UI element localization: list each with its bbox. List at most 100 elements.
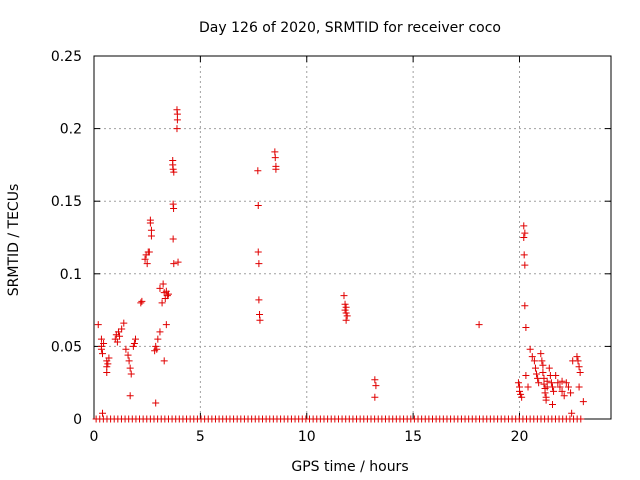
data-point — [535, 379, 543, 387]
data-point — [520, 251, 528, 259]
y-tick-label: 0.1 — [60, 267, 82, 283]
data-point — [173, 125, 181, 133]
y-tick-label: 0.25 — [51, 49, 82, 65]
data-point — [568, 409, 576, 417]
data-point — [272, 165, 280, 173]
data-point — [153, 345, 161, 353]
data-point — [341, 306, 349, 314]
data-point — [564, 383, 572, 391]
data-point — [170, 204, 178, 212]
data-point — [533, 370, 541, 378]
data-point — [577, 415, 585, 423]
data-point — [138, 297, 146, 305]
data-point — [169, 235, 177, 243]
data-point — [103, 369, 111, 377]
data-point — [99, 409, 107, 417]
y-tick-label: 0.2 — [60, 122, 82, 138]
data-point — [154, 335, 162, 343]
data-point — [575, 363, 583, 371]
data-point — [522, 324, 530, 332]
data-point — [531, 364, 539, 372]
data-point — [105, 354, 113, 362]
data-point — [97, 345, 105, 353]
y-tick-label: 0 — [73, 412, 82, 428]
data-point — [554, 379, 562, 387]
data-point — [162, 321, 170, 329]
data-point — [143, 260, 151, 268]
data-point — [152, 399, 160, 407]
data-point — [100, 339, 108, 347]
data-point — [560, 392, 568, 400]
data-point — [342, 316, 350, 324]
data-point — [156, 284, 164, 292]
plot-frame — [93, 55, 612, 420]
data-point — [254, 202, 262, 210]
data-points — [92, 106, 587, 423]
data-point — [542, 396, 550, 404]
data-point — [255, 296, 263, 304]
data-point — [562, 379, 570, 387]
data-point — [541, 389, 549, 397]
data-point — [516, 387, 524, 395]
data-point — [141, 255, 149, 263]
data-point — [520, 222, 528, 230]
data-point — [160, 357, 168, 365]
data-point — [539, 369, 547, 377]
data-point — [567, 389, 575, 397]
data-point — [254, 248, 262, 256]
data-point — [146, 219, 154, 227]
x-tick-label: 10 — [298, 429, 316, 445]
data-point — [255, 260, 263, 268]
grid-lines — [94, 56, 611, 419]
data-point — [371, 376, 379, 384]
data-point — [130, 339, 138, 347]
data-point — [340, 292, 348, 300]
x-tick-label: 15 — [404, 429, 422, 445]
data-point — [522, 371, 530, 379]
data-point — [129, 342, 137, 350]
data-point — [137, 299, 145, 307]
data-point — [576, 369, 584, 377]
data-point — [545, 364, 553, 372]
data-point — [118, 325, 126, 333]
data-point — [97, 335, 105, 343]
data-point — [120, 319, 128, 327]
data-point — [169, 165, 177, 173]
data-point — [556, 383, 564, 391]
data-point — [521, 261, 529, 269]
data-point — [524, 383, 532, 391]
data-point — [127, 370, 135, 378]
data-point — [131, 335, 139, 343]
y-tick-label: 0.05 — [51, 339, 82, 355]
data-point — [575, 383, 583, 391]
data-point — [94, 321, 102, 329]
data-point — [521, 302, 529, 310]
data-point — [518, 393, 526, 401]
data-point — [147, 232, 155, 240]
data-point — [113, 338, 121, 346]
data-point — [174, 258, 182, 266]
data-point — [372, 382, 380, 390]
x-axis-label: GPS time / hours — [291, 459, 408, 475]
data-point — [371, 393, 379, 401]
data-point — [145, 248, 153, 256]
data-point — [159, 280, 167, 288]
data-point — [126, 364, 134, 372]
data-point — [530, 357, 538, 365]
data-point — [164, 290, 172, 298]
data-point — [534, 374, 542, 382]
data-point — [538, 357, 546, 365]
x-tick-label: 0 — [90, 429, 99, 445]
data-point — [550, 387, 558, 395]
data-point — [475, 321, 483, 329]
data-point — [573, 353, 581, 361]
data-point — [547, 379, 555, 387]
data-point — [163, 292, 171, 300]
data-point — [114, 328, 122, 336]
data-point — [537, 350, 545, 358]
data-point — [126, 392, 134, 400]
data-point — [158, 299, 166, 307]
data-point — [342, 309, 350, 317]
data-point — [558, 377, 566, 385]
